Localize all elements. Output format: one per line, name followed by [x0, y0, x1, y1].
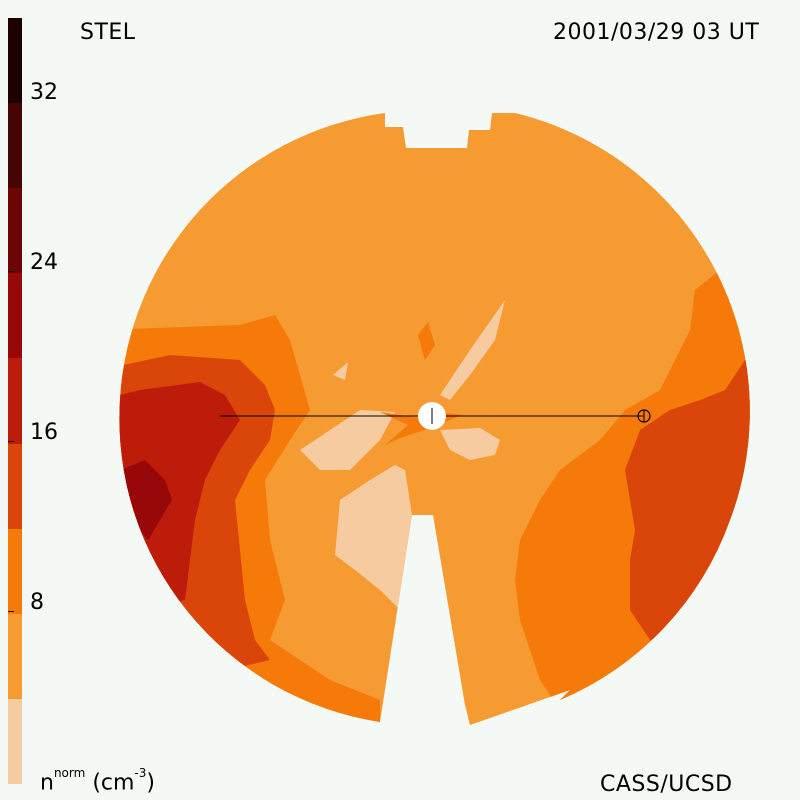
- colorbar-segment: [8, 273, 22, 359]
- density-unit-label: nnorm (cm-3): [40, 766, 155, 796]
- density-colorbar: [8, 18, 22, 784]
- colorbar-segment: [8, 103, 22, 189]
- colorbar-segment: [8, 443, 22, 529]
- colorbar-segment: [8, 18, 22, 104]
- colorbar-segment: [8, 613, 22, 699]
- unit-base: n: [40, 770, 54, 796]
- density-region-low: [440, 428, 500, 460]
- colorbar-segment: [8, 188, 22, 274]
- density-region-enhanced: [418, 322, 435, 360]
- colorbar-segment: [8, 358, 22, 444]
- density-region-enhanced: [380, 412, 430, 445]
- colorbar-tick: [8, 271, 14, 272]
- timestamp-label: 2001/03/29 03 UT: [553, 20, 760, 45]
- colorbar-segment: [8, 528, 22, 614]
- density-region-low: [335, 465, 412, 610]
- colorbar-tick-label: 24: [30, 250, 58, 275]
- credit-label: CASS/UCSD: [600, 772, 733, 797]
- unit-exponent: -3: [134, 766, 147, 780]
- colorbar-tick-label: 16: [30, 420, 58, 445]
- colorbar-tick-label: 32: [30, 80, 58, 105]
- density-region-low: [300, 410, 395, 470]
- colorbar-segment: [8, 698, 22, 784]
- colorbar-tick: [8, 611, 14, 612]
- unit-superscript: norm: [53, 766, 86, 780]
- unit-rest: (cm: [92, 770, 135, 796]
- observatory-label: STEL: [80, 20, 136, 45]
- density-region-low: [440, 300, 505, 400]
- density-region-low: [333, 362, 348, 380]
- colorbar-tick: [8, 101, 14, 102]
- colorbar-tick: [8, 441, 14, 442]
- colorbar-tick-label: 8: [30, 590, 44, 615]
- unit-close: ): [146, 770, 155, 796]
